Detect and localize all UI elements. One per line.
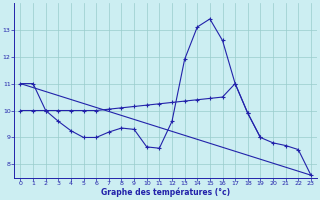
X-axis label: Graphe des températures (°c): Graphe des températures (°c) xyxy=(101,188,230,197)
